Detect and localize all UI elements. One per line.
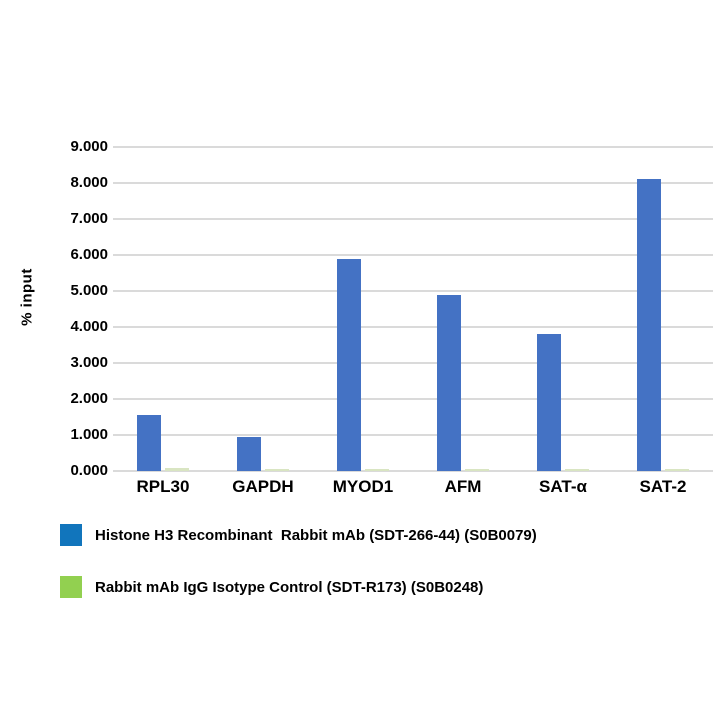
y-axis-tick-label: 5.000: [70, 282, 108, 299]
legend-swatch-green: [60, 576, 82, 598]
legend-label: Histone H3 Recombinant Rabbit mAb (SDT-2…: [95, 526, 537, 544]
x-category-label-RPL30: RPL30: [136, 477, 190, 496]
x-category-label-MYOD1: MYOD1: [332, 477, 394, 496]
gridline: [113, 398, 713, 400]
bar-igg-isotype-control-GAPDH: [265, 469, 289, 471]
bar-histone-h3-mab-RPL30: [137, 415, 161, 471]
category-group-RPL30: [113, 147, 213, 471]
legend-item-histone-h3-mab: Histone H3 Recombinant Rabbit mAb (SDT-2…: [60, 524, 537, 546]
bar-histone-h3-mab-SAT-α: [537, 334, 561, 471]
y-axis-tick-label: 1.000: [70, 426, 108, 443]
gridline: [113, 326, 713, 328]
x-category-label-SAT-α: SAT-α: [539, 477, 587, 496]
gridline: [113, 290, 713, 292]
bar-histone-h3-mab-SAT-2: [637, 179, 661, 471]
category-group-GAPDH: [213, 147, 313, 471]
y-axis-tick-label: 4.000: [70, 318, 108, 335]
gridline: [113, 254, 713, 256]
gridline: [113, 146, 713, 148]
bar-histone-h3-mab-AFM: [437, 294, 461, 471]
y-axis-tick-label: 2.000: [70, 390, 108, 407]
y-axis-tick-label: 7.000: [70, 210, 108, 227]
category-group-AFM: [413, 147, 513, 471]
legend-label: Rabbit mAb IgG Isotype Control (SDT-R173…: [95, 578, 484, 596]
plot-area: [113, 146, 713, 472]
x-axis-category-labels: RPL30 GAPDH MYOD1 AFM SAT-α SAT-2: [113, 476, 713, 498]
category-group-SAT-α: [513, 147, 613, 471]
gridline: [113, 434, 713, 436]
bar-histone-h3-mab-MYOD1: [337, 258, 361, 471]
x-category-label-AFM: AFM: [444, 477, 482, 496]
bar-igg-isotype-control-RPL30: [165, 468, 189, 471]
bar-histone-h3-mab-GAPDH: [237, 436, 261, 471]
x-category-label-GAPDH: GAPDH: [232, 477, 294, 496]
legend-item-igg-isotype-control: Rabbit mAb IgG Isotype Control (SDT-R173…: [60, 576, 537, 598]
bar-igg-isotype-control-SAT-α: [565, 468, 589, 471]
legend: Histone H3 Recombinant Rabbit mAb (SDT-2…: [60, 524, 537, 628]
y-axis-tick-label: 8.000: [70, 174, 108, 191]
bar-igg-isotype-control-SAT-2: [665, 469, 689, 471]
y-axis-tick-label: 0.000: [70, 462, 108, 479]
legend-swatch-blue: [60, 524, 82, 546]
y-axis-tick-label: 3.000: [70, 354, 108, 371]
category-group-SAT-2: [613, 147, 713, 471]
category-group-MYOD1: [313, 147, 413, 471]
gridline: [113, 182, 713, 184]
y-axis-tick-label: 6.000: [70, 246, 108, 263]
y-axis-tick-label: 9.000: [70, 138, 108, 155]
gridline: [113, 470, 713, 472]
bar-groups: [113, 147, 713, 471]
gridline: [113, 362, 713, 364]
gridline: [113, 218, 713, 220]
bar-igg-isotype-control-MYOD1: [365, 469, 389, 471]
bar-igg-isotype-control-AFM: [465, 469, 489, 471]
x-category-label-SAT-2: SAT-2: [639, 477, 687, 496]
